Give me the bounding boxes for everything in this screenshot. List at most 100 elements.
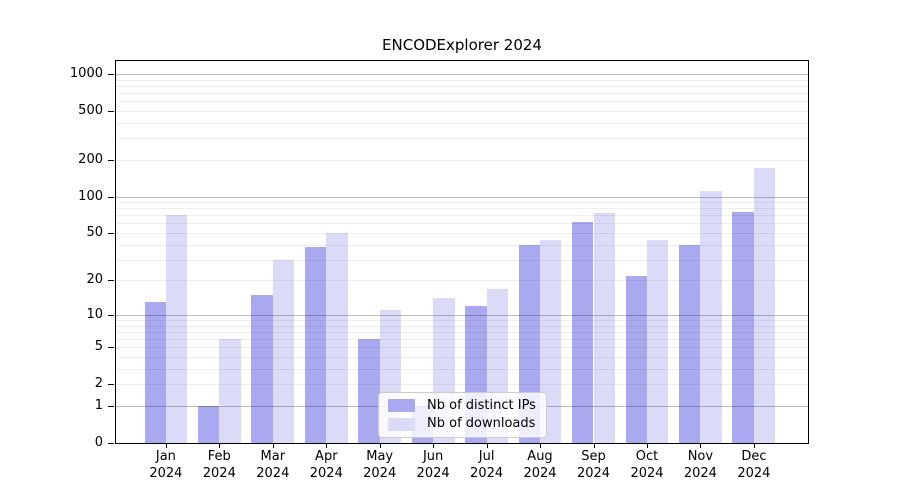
y-tick-label: 20 — [86, 272, 103, 288]
y-tick-mark — [108, 406, 114, 407]
bar-ips-nov — [679, 244, 701, 443]
minor-gridline — [116, 357, 808, 358]
minor-gridline — [116, 325, 808, 327]
minor-gridline — [116, 79, 808, 81]
y-tick-mark — [108, 384, 114, 386]
x-tick-mark — [433, 444, 435, 448]
minor-gridline — [116, 320, 808, 321]
minor-gridline — [116, 202, 808, 204]
x-tick-mark — [379, 444, 381, 448]
bar-downloads-apr — [326, 233, 348, 443]
y-tick-label: 100 — [78, 188, 103, 204]
bar-ips-may — [358, 339, 380, 443]
minor-gridline — [116, 208, 808, 210]
x-tick-label-feb: Feb 2024 — [202, 449, 236, 481]
minor-gridline — [116, 159, 808, 161]
major-gridline — [116, 314, 808, 316]
major-gridline — [116, 74, 808, 75]
y-tick-mark — [108, 347, 114, 349]
minor-gridline — [116, 101, 808, 103]
legend-item-distinct-ips: Nb of distinct IPs — [388, 398, 537, 414]
y-tick-label: 1000 — [69, 66, 103, 81]
x-tick-mark — [219, 444, 221, 448]
legend-item-downloads: Nb of downloads — [388, 416, 537, 432]
y-tick-mark — [108, 233, 114, 234]
y-tick-mark — [108, 111, 114, 112]
legend-swatch-ips — [388, 399, 415, 413]
x-tick-mark — [647, 444, 648, 448]
minor-gridline — [116, 85, 808, 87]
bar-downloads-feb — [219, 339, 241, 443]
minor-gridline — [116, 223, 808, 225]
x-tick-mark — [165, 444, 167, 448]
y-tick-label: 5 — [94, 339, 103, 355]
x-tick-label-dec: Dec 2024 — [737, 449, 771, 481]
bar-ips-mar — [251, 294, 273, 443]
y-tick-mark — [108, 74, 114, 75]
minor-gridline — [116, 244, 808, 246]
y-tick-label: 10 — [86, 306, 103, 322]
y-tick-mark — [108, 159, 114, 161]
x-tick-label-aug: Aug 2024 — [523, 449, 557, 481]
minor-gridline — [116, 215, 808, 217]
bar-downloads-oct — [646, 239, 669, 443]
major-gridline — [116, 196, 808, 198]
x-tick-mark — [486, 444, 488, 448]
y-tick-mark — [108, 443, 114, 444]
y-tick-label: 1 — [94, 398, 103, 413]
x-tick-mark — [700, 444, 702, 448]
minor-gridline — [116, 384, 808, 386]
y-tick-label: 200 — [78, 151, 103, 167]
x-tick-label-sep: Sep 2024 — [576, 449, 611, 481]
x-tick-label-jun: Jun 2024 — [416, 449, 450, 481]
minor-gridline — [116, 138, 808, 140]
x-tick-label-jul: Jul 2024 — [470, 449, 504, 481]
y-tick-label: 2 — [94, 376, 103, 392]
legend-swatch-downloads — [388, 417, 415, 431]
minor-gridline — [116, 339, 808, 341]
bar-ips-oct — [625, 275, 647, 443]
bar-ips-feb — [197, 405, 220, 443]
bar-downloads-jan — [165, 215, 188, 443]
minor-gridline — [116, 233, 808, 234]
y-tick-mark — [108, 196, 114, 198]
y-tick-mark — [108, 314, 114, 316]
minor-gridline — [116, 331, 808, 333]
bar-ips-dec — [732, 211, 754, 443]
legend: Nb of distinct IPs Nb of downloads — [378, 392, 547, 438]
bar-ips-jan — [144, 302, 166, 443]
bar-downloads-dec — [753, 168, 776, 443]
minor-gridline — [116, 93, 808, 94]
minor-gridline — [116, 369, 808, 370]
x-tick-label-mar: Mar 2024 — [256, 449, 290, 481]
y-tick-mark — [108, 280, 114, 282]
legend-label-ips: Nb of distinct IPs — [427, 397, 536, 413]
x-tick-mark — [272, 444, 274, 448]
bar-downloads-nov — [700, 190, 722, 443]
minor-gridline — [116, 259, 808, 261]
bar-ips-sep — [572, 221, 594, 443]
minor-gridline — [116, 111, 808, 112]
x-tick-mark — [326, 444, 328, 448]
y-tick-label: 50 — [86, 225, 103, 240]
minor-gridline — [116, 347, 808, 349]
chart-title: ENCODExplorer 2024 — [382, 36, 542, 54]
x-tick-mark — [593, 444, 595, 448]
x-tick-label-jan: Jan 2024 — [149, 449, 183, 481]
bar-ips-apr — [304, 247, 327, 443]
x-tick-label-nov: Nov 2024 — [683, 449, 717, 481]
legend-label-downloads: Nb of downloads — [427, 416, 536, 432]
x-tick-label-oct: Oct 2024 — [630, 449, 664, 481]
x-tick-label-apr: Apr 2024 — [309, 449, 343, 481]
x-tick-mark — [753, 444, 755, 448]
minor-gridline — [116, 122, 808, 124]
y-tick-label: 0 — [94, 435, 103, 450]
y-tick-label: 500 — [78, 103, 103, 118]
bar-downloads-sep — [593, 213, 615, 443]
x-tick-label-may: May 2024 — [363, 449, 397, 481]
bar-downloads-mar — [272, 259, 295, 443]
x-tick-mark — [540, 444, 541, 448]
minor-gridline — [116, 280, 808, 282]
plot-area — [115, 60, 809, 444]
